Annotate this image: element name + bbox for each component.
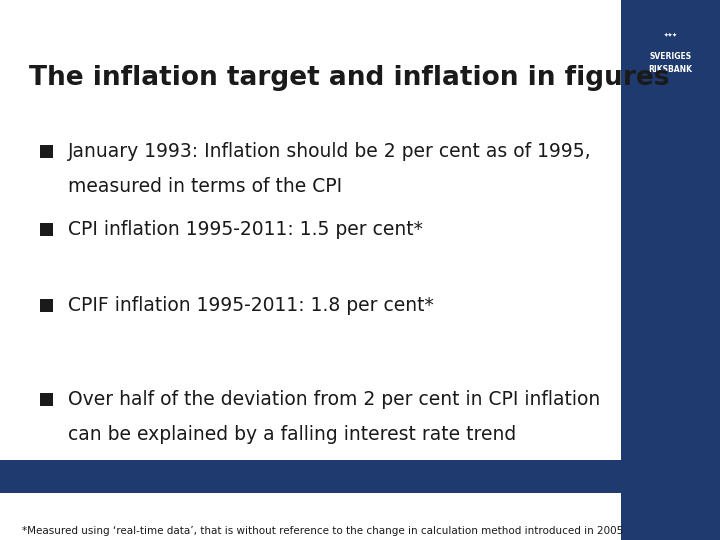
Text: measured in terms of the CPI: measured in terms of the CPI [68,177,343,196]
Bar [40,299,53,312]
Text: SVERIGES: SVERIGES [649,52,691,61]
Text: ✦✦✦: ✦✦✦ [663,32,678,38]
Text: CPI inflation 1995‑2011: 1.5 per cent*: CPI inflation 1995‑2011: 1.5 per cent* [68,220,423,239]
Bar [0,460,720,493]
Text: RIKSBANK: RIKSBANK [648,65,693,73]
Text: Over half of the deviation from 2 per cent in CPI inflation: Over half of the deviation from 2 per ce… [68,390,600,409]
Text: *Measured using ‘real-time data’, that is without reference to the change in cal: *Measured using ‘real-time data’, that i… [22,525,623,536]
Bar [621,0,720,540]
Bar [40,145,53,158]
Bar [40,223,53,236]
Text: January 1993: Inflation should be 2 per cent as of 1995,: January 1993: Inflation should be 2 per … [68,141,592,161]
Text: The inflation target and inflation in figures: The inflation target and inflation in fi… [29,65,670,91]
Text: can be explained by a falling interest rate trend: can be explained by a falling interest r… [68,425,517,444]
Bar [40,393,53,406]
Text: CPIF inflation 1995‑2011: 1.8 per cent*: CPIF inflation 1995‑2011: 1.8 per cent* [68,295,434,315]
